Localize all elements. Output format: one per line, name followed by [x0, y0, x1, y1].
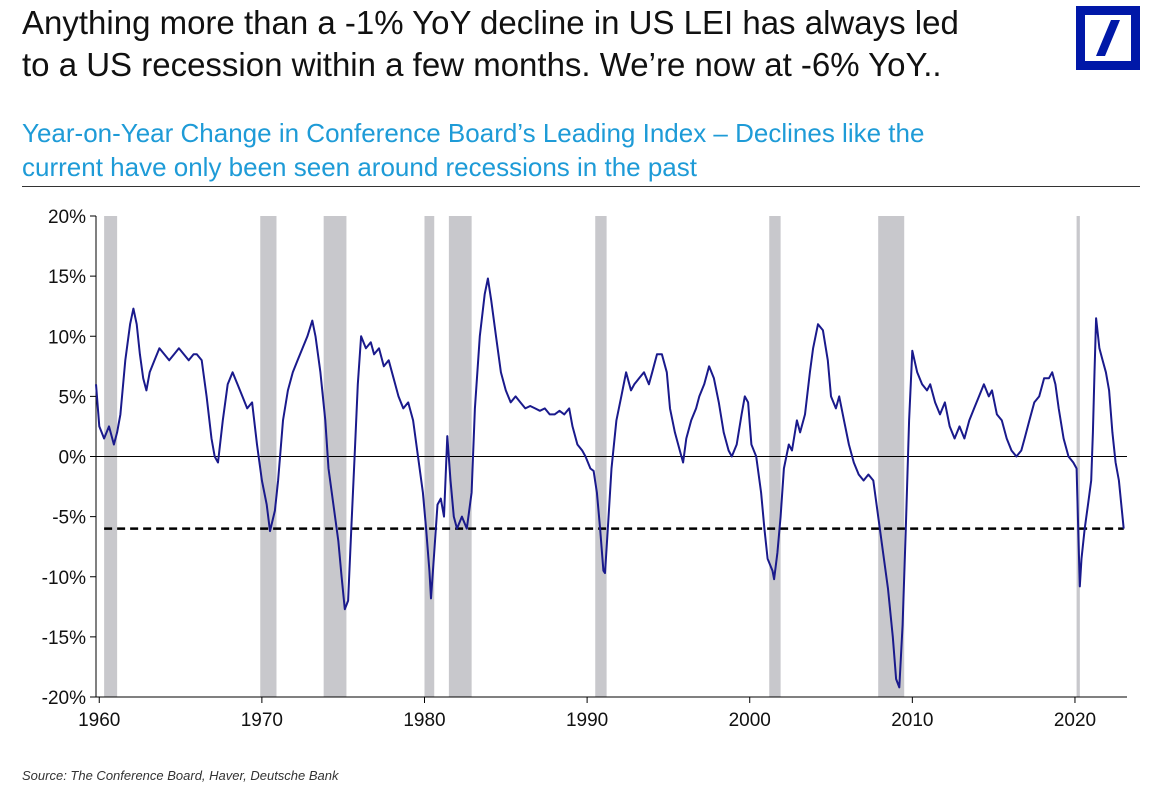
x-tick-label: 2010 — [891, 710, 933, 731]
headline-line-1: Anything more than a -1% YoY decline in … — [22, 4, 959, 41]
y-tick-label: 0% — [59, 448, 87, 469]
chart-subtitle: Year-on-Year Change in Conference Board’… — [22, 116, 1132, 184]
y-axis: 20% 15% 10% 5% 0% -5% -10% -15% -20% — [42, 207, 97, 709]
y-tick-label: 5% — [59, 387, 87, 408]
header-divider — [22, 186, 1140, 187]
y-tick-label: -10% — [42, 568, 86, 589]
y-tick-label: 15% — [48, 267, 86, 288]
x-tick-label: 2020 — [1054, 710, 1096, 731]
reference-lines — [96, 456, 1127, 530]
y-tick-label: 20% — [48, 207, 86, 228]
headline: Anything more than a -1% YoY decline in … — [22, 2, 1062, 86]
deutsche-bank-logo — [1076, 6, 1140, 70]
source-note: Source: The Conference Board, Haver, Deu… — [22, 768, 339, 783]
subtitle-line-1: Year-on-Year Change in Conference Board’… — [22, 118, 925, 148]
subtitle-line-2: current have only been seen around reces… — [22, 152, 697, 182]
x-tick-label: 1970 — [241, 710, 283, 731]
x-tick-label: 1980 — [403, 710, 445, 731]
x-axis: 1960 1970 1980 1990 2000 2010 2020 — [78, 696, 1127, 731]
x-tick-label: 1960 — [78, 710, 120, 731]
logo-slash-icon — [1096, 20, 1120, 56]
y-tick-label: 10% — [48, 327, 86, 348]
y-tick-label: -20% — [42, 688, 86, 709]
headline-line-2: to a US recession within a few months. W… — [22, 46, 942, 83]
series-line-lei-yoy — [95, 277, 1125, 689]
x-tick-label: 2000 — [729, 710, 771, 731]
y-tick-label: -15% — [42, 628, 86, 649]
x-tick-label: 1990 — [566, 710, 608, 731]
y-tick-label: -5% — [52, 508, 86, 529]
series-group — [95, 277, 1125, 689]
lei-yoy-chart: 20% 15% 10% 5% 0% -5% -10% -15% -20% 1960 1970 198… — [42, 207, 1127, 731]
